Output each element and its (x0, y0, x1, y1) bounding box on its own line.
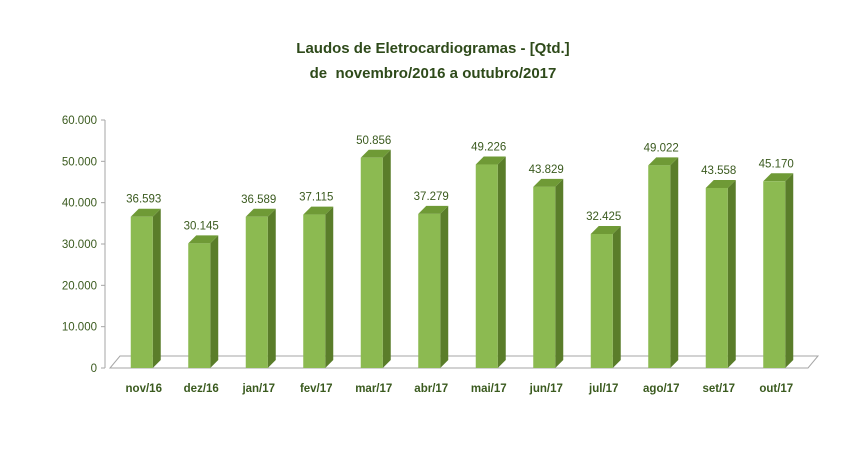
bar-top (303, 206, 334, 215)
chart-title: Laudos de Eletrocardiogramas - [Qtd.] (296, 40, 569, 57)
x-tick-label: set/17 (702, 383, 735, 395)
bar (590, 225, 621, 368)
data-label: 45.170 (759, 158, 794, 170)
y-tick-label: 20.000 (62, 280, 97, 292)
bar-side (440, 205, 449, 368)
bar-side (210, 235, 219, 368)
bar-top (533, 178, 564, 187)
bar-front (475, 164, 498, 368)
data-label: 37.279 (414, 191, 449, 203)
bar-top (130, 208, 161, 217)
bar (705, 179, 736, 368)
bar-top (360, 149, 391, 158)
floor-plane (108, 355, 820, 369)
bar-top (705, 179, 736, 188)
bar (763, 173, 794, 368)
x-tick-label: dez/16 (184, 383, 219, 395)
bar (418, 205, 449, 368)
bar-side (785, 173, 794, 368)
bar-top (245, 208, 276, 217)
x-tick-label: jun/17 (529, 383, 563, 395)
y-tick-label: 40.000 (62, 198, 97, 210)
bar (360, 149, 391, 368)
bar-front (130, 216, 153, 368)
x-tick-label: jul/17 (588, 383, 618, 395)
bar-front (590, 233, 613, 368)
bar (303, 206, 334, 368)
x-tick-label: nov/16 (126, 383, 162, 395)
bars (130, 149, 794, 368)
x-tick-label: jan/17 (241, 383, 275, 395)
bar-side (267, 208, 276, 368)
y-tick-label: 10.000 (62, 322, 97, 334)
x-axis-labels: nov/16 dez/16 jan/17 fev/17 mar/17 abr/17 mai/… (126, 383, 794, 395)
y-tick-label: 30.000 (62, 239, 97, 251)
x-tick-label: mai/17 (471, 383, 507, 395)
bar (648, 157, 679, 368)
bar-top (763, 173, 794, 182)
bar-side (152, 208, 161, 368)
x-tick-label: mar/17 (355, 383, 392, 395)
bar-side (497, 156, 506, 368)
bar-side (670, 157, 679, 368)
y-axis: 0 10.000 20.000 30.000 40.000 50.000 60.000 (62, 115, 106, 375)
x-tick-label: abr/17 (414, 383, 448, 395)
y-tick-label: 0 (91, 363, 97, 375)
chart-subtitle: de novembro/2016 a outubro/2017 (310, 65, 557, 82)
bar-front (705, 187, 728, 368)
y-tick-label: 60.000 (62, 115, 97, 127)
x-tick-label: ago/17 (643, 383, 679, 395)
bar-front (360, 157, 383, 368)
bar-front (303, 214, 326, 368)
bar-front (245, 216, 268, 368)
bar (130, 208, 161, 368)
bar-side (555, 178, 564, 368)
data-label: 50.856 (356, 135, 391, 147)
bar-side (382, 149, 391, 368)
bar-top (418, 205, 449, 214)
bar-side (727, 179, 736, 368)
data-label: 37.115 (299, 192, 333, 204)
x-tick-label: out/17 (759, 383, 793, 395)
bar-top (648, 157, 679, 166)
data-label: 32.425 (586, 211, 621, 223)
bar (533, 178, 564, 368)
data-label: 43.829 (529, 164, 564, 176)
data-labels: 36.593 30.145 36.589 37.115 50.856 37.279 49.2… (126, 135, 794, 233)
data-label: 36.593 (126, 194, 161, 206)
bar-top (590, 225, 621, 234)
data-label: 49.226 (471, 142, 506, 154)
data-label: 36.589 (241, 194, 276, 206)
bar (188, 235, 219, 368)
bar-side (612, 225, 621, 368)
bar (475, 156, 506, 368)
y-tick-label: 50.000 (62, 156, 97, 168)
bar-top (188, 235, 219, 244)
data-label: 49.022 (644, 142, 679, 154)
bar (245, 208, 276, 368)
bar-front (418, 213, 441, 368)
data-label: 30.145 (184, 220, 219, 232)
bar-side (325, 206, 334, 368)
bar-front (763, 181, 786, 368)
chart-floor (108, 355, 820, 369)
bar-front (533, 186, 556, 368)
bar-front (648, 165, 671, 368)
bar-front (188, 243, 211, 368)
bar-top (475, 156, 506, 165)
data-label: 43.558 (701, 165, 736, 177)
x-tick-label: fev/17 (300, 383, 333, 395)
